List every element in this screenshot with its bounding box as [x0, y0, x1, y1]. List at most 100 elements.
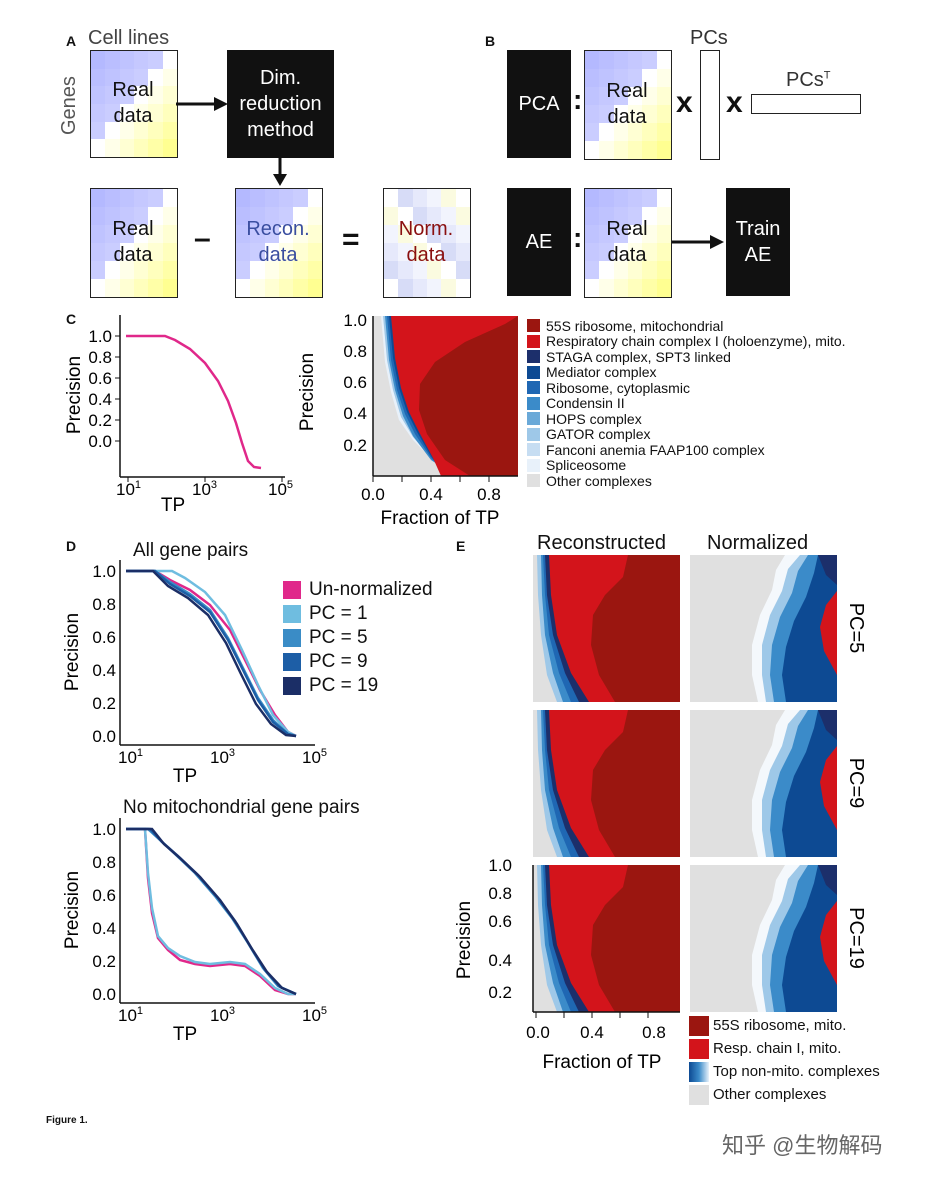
e-legend-label: 55S ribosome, mito.: [713, 1017, 847, 1034]
c-legend-label: Condensin II: [546, 395, 625, 412]
svg-text:TP: TP: [173, 766, 197, 787]
matrix-cell: [599, 189, 614, 207]
c-legend-item: Respiratory chain complex I (holoenzyme)…: [527, 333, 846, 349]
svg-text:1.0: 1.0: [92, 820, 116, 839]
matrix-cell: [613, 189, 628, 207]
recon-data-matrix: [235, 188, 323, 298]
e-legend-label: Other complexes: [713, 1086, 827, 1103]
matrix-cell: [162, 261, 177, 279]
d-legend-label: Un-normalized: [309, 579, 433, 600]
matrix-cell: [119, 261, 134, 279]
matrix-cell: [627, 87, 643, 105]
svg-text:0.8: 0.8: [92, 595, 116, 614]
c-legend-item: Ribosome, cytoplasmic: [527, 380, 846, 396]
panel-d-bottom-chart: 1.0 0.8 0.6 0.4 0.2 0.0 101 103 105 Prec…: [62, 818, 327, 1045]
matrix-cell: [599, 51, 614, 69]
d-top-pc9: [126, 569, 297, 738]
matrix-cell: [627, 123, 643, 141]
matrix-cell: [148, 103, 163, 122]
svg-text:0.4: 0.4: [92, 661, 116, 680]
e-legend-swatch: [689, 1015, 709, 1036]
c-legend-swatch: [527, 350, 540, 364]
matrix-cell: [455, 207, 470, 225]
matrix-cell: [642, 123, 657, 141]
c-legend-item: Condensin II: [527, 395, 846, 412]
matrix-cell: [119, 189, 134, 207]
matrix-cell: [599, 141, 614, 159]
matrix-cell: [91, 51, 106, 69]
e-legend-label: Resp. chain I, mito.: [713, 1040, 842, 1057]
matrix-cell: [162, 243, 177, 261]
matrix-cell: [455, 243, 470, 261]
matrix-cell: [119, 279, 134, 297]
d-legend-item: PC = 9: [283, 650, 433, 674]
matrix-cell: [91, 139, 106, 157]
matrix-cell: [656, 141, 671, 159]
e-col-normalized: Normalized: [707, 532, 809, 554]
matrix-cell: [250, 207, 265, 225]
e-legend-item: Resp. chain I, mito.: [689, 1037, 880, 1060]
matrix-cell: [91, 279, 106, 297]
svg-text:0.4: 0.4: [580, 1023, 604, 1042]
matrix-cell: [441, 207, 456, 225]
c-legend-swatch: [527, 365, 540, 379]
times-sign-2: x: [726, 86, 743, 119]
c-legend-swatch: [527, 396, 540, 410]
panel-e-legend: 55S ribosome, mito. Resp. chain I, mito. T…: [689, 1014, 880, 1106]
matrix-cell: [585, 87, 600, 105]
matrix-cell: [119, 139, 134, 157]
matrix-cell: [293, 243, 308, 261]
panel-c-area-chart: 1.0 0.8 0.6 0.4 0.2 0.0 0.4 0.8 Precisio…: [297, 312, 518, 529]
matrix-cell: [307, 207, 322, 225]
svg-text:0.2: 0.2: [92, 952, 116, 971]
arrow-down-icon: [273, 158, 287, 186]
panel-d-label: D: [66, 538, 77, 554]
matrix-cell: [91, 189, 106, 207]
matrix-cell: [119, 68, 134, 87]
svg-text:1.0: 1.0: [488, 856, 512, 875]
matrix-cell: [426, 243, 442, 261]
matrix-cell: [133, 261, 149, 279]
cA-ytick: 0.2: [343, 436, 367, 455]
matrix-cell: [250, 243, 265, 261]
svg-text:Precision: Precision: [62, 613, 83, 691]
matrix-cell: [627, 51, 643, 69]
svg-text:Precision: Precision: [62, 871, 83, 949]
c-legend-label: Spliceosome: [546, 457, 627, 474]
matrix-cell: [91, 225, 106, 243]
matrix-cell: [91, 121, 106, 140]
e-row-pc9: PC=9: [845, 758, 867, 809]
real-data-matrix: [90, 50, 178, 158]
matrix-cell: [398, 279, 413, 297]
recon-data-text: Recon. data: [246, 218, 310, 266]
matrix-cell: [627, 141, 643, 159]
c-ylabel: Precision: [64, 356, 85, 434]
svg-text:1.0: 1.0: [92, 562, 116, 581]
matrix-cell: [119, 207, 134, 225]
minus-sign: –: [194, 222, 211, 255]
matrix-cell: [236, 243, 251, 261]
matrix-cell: [105, 189, 120, 207]
matrix-cell: [133, 139, 149, 157]
svg-text:0.8: 0.8: [642, 1023, 666, 1042]
matrix-cell: [642, 69, 657, 87]
d-legend-label: PC = 9: [309, 651, 368, 672]
matrix-cell: [162, 279, 177, 297]
matrix-cell: [119, 86, 134, 104]
d-legend-swatch: [283, 605, 301, 623]
matrix-cell: [642, 105, 657, 123]
matrix-cell: [133, 225, 149, 243]
matrix-cell: [398, 189, 413, 207]
matrix-cell: [642, 51, 657, 69]
colon-sign-2: :: [573, 222, 583, 253]
d-legend-swatch: [283, 629, 301, 647]
matrix-cell: [278, 225, 294, 243]
c-legend-item: Mediator complex: [527, 364, 846, 380]
norm-data-text: Norm. data: [398, 218, 454, 266]
matrix-cell: [412, 279, 427, 297]
panel-d-top-chart: 1.0 0.8 0.6 0.4 0.2 0.0 101 103 105 Prec…: [62, 560, 327, 787]
panel-d-legend: Un-normalized PC = 1 PC = 5 PC = 9 PC = 19: [283, 578, 433, 698]
c-legend-label: 55S ribosome, mitochondrial: [546, 317, 724, 334]
matrix-cell: [250, 189, 265, 207]
matrix-cell: [293, 225, 308, 243]
